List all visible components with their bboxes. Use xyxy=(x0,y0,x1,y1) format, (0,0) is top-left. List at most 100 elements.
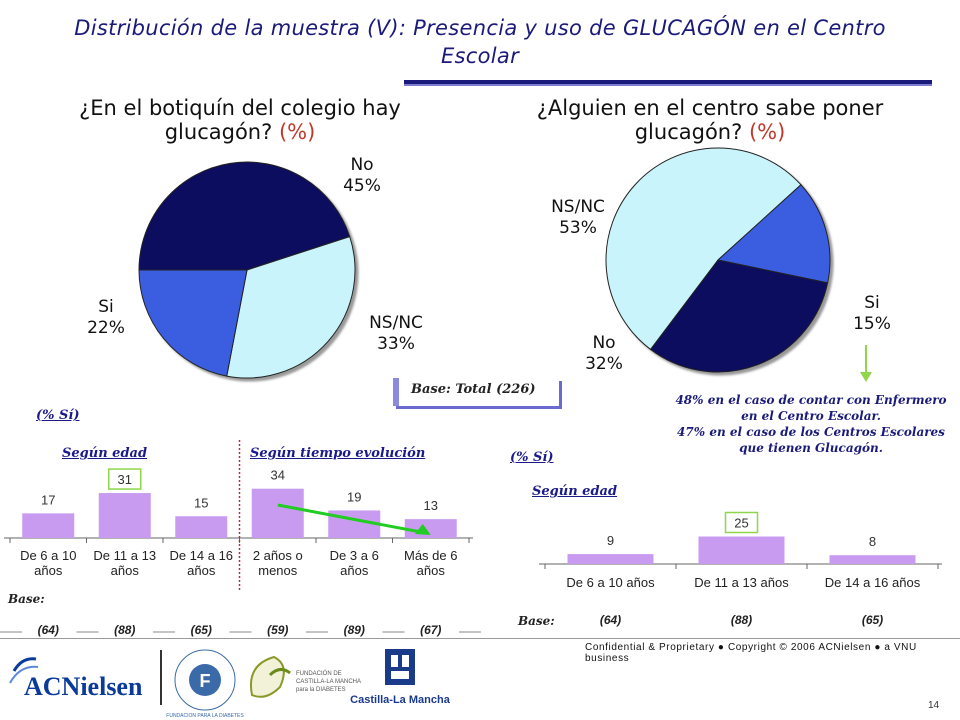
base-value: (67) xyxy=(420,623,441,637)
bar xyxy=(22,513,75,538)
confidential-text: Confidential & Proprietary ● Copyright ©… xyxy=(585,642,917,664)
bar-charts: 17 De 6 a 10 años (64) 31 De 11 a 13 años (88) 1… xyxy=(0,440,942,637)
bars-right: 9 De 6 a 10 años (64) 25 De 11 a 13 años (88)… xyxy=(539,511,942,627)
diabetes-clm-logo: FUNDACIÓN DE CASTILLA-LA MANCHA para la … xyxy=(250,655,362,698)
pie-right xyxy=(605,147,831,373)
note-line: 48% en el caso de contar con Enfermero xyxy=(675,393,947,407)
pie-label-name: NS/NC xyxy=(369,313,423,333)
category-label: De 6 a 10 años xyxy=(566,575,655,590)
bar xyxy=(175,516,228,538)
highlight-box xyxy=(724,511,759,534)
right-question-unit: (%) xyxy=(748,120,786,144)
bar-value-label: 15 xyxy=(194,495,208,510)
pie-label-name: Si xyxy=(864,293,880,313)
category-label: De 11 a 13 años xyxy=(93,548,156,578)
base-value: (65) xyxy=(862,613,883,627)
acnielsen-logo-text: ACNielsen xyxy=(24,672,143,701)
bar xyxy=(829,555,916,564)
left-tiempo-label: Según tiempo evolución xyxy=(250,446,426,461)
pie-label-name: NS/NC xyxy=(551,197,605,217)
bar-value-label: 34 xyxy=(271,468,285,483)
bar-value-label: 31 xyxy=(118,472,132,487)
right-edad-label: Según edad xyxy=(532,484,618,499)
left-base-label: Base: xyxy=(8,592,45,606)
pie-label-value: 15% xyxy=(853,314,891,334)
base-value: (59) xyxy=(267,623,288,637)
left-edad-label: Según edad xyxy=(62,446,148,461)
note-block: 48% en el caso de contar con Enfermero e… xyxy=(668,392,954,456)
base-value: (64) xyxy=(600,613,621,627)
right-question: ¿Alguien en el centro sabe poner glucagó… xyxy=(500,96,920,144)
highlight-box xyxy=(108,468,142,490)
fundacion-logo: F FUNDACION PARA LA DIABETES xyxy=(166,649,244,719)
pie-slice-nsnc xyxy=(226,235,356,379)
bar-value-label: 9 xyxy=(607,533,614,548)
bar xyxy=(251,488,304,538)
pie-label-name: No xyxy=(592,333,615,353)
bar-value-label: 8 xyxy=(869,534,876,549)
category-label: Más de 6 años xyxy=(404,548,457,578)
category-label: 2 años o menos xyxy=(253,548,303,578)
left-question: ¿En el botiquín del colegio hay glucagón… xyxy=(30,96,450,144)
acnielsen-logo: ACNielsen xyxy=(9,657,143,701)
base-value: (89) xyxy=(344,623,365,637)
base-value: (65) xyxy=(191,623,212,637)
footer-logos: ACNielsen F FUNDACION PARA LA DIABETES F… xyxy=(9,649,451,719)
pie-label-name: Si xyxy=(98,297,114,317)
logo-divider xyxy=(160,650,162,705)
bar xyxy=(98,493,151,538)
down-arrow-head xyxy=(860,372,872,382)
fundacion-logo-text: FUNDACION PARA LA DIABETES xyxy=(166,713,244,719)
pie-slice-si xyxy=(716,184,831,284)
left-question-unit: (%) xyxy=(278,120,316,144)
base-total-box: Base: Total (226) xyxy=(393,378,559,406)
castilla-logo-text: Castilla-La Mancha xyxy=(350,694,451,706)
bar-value-label: 25 xyxy=(734,516,748,531)
page-number: 14 xyxy=(928,700,940,711)
note-line: que tienen Glucagón. xyxy=(739,441,883,455)
right-pct-si: (% Sí) xyxy=(510,450,554,465)
footer-rule xyxy=(0,638,960,639)
bar xyxy=(698,536,785,564)
title-underline-shadow xyxy=(404,84,932,86)
bar-value-label: 17 xyxy=(41,492,55,507)
pie-label-value: 22% xyxy=(87,318,125,338)
bar xyxy=(404,519,457,538)
left-pct-si: (% Sí) xyxy=(36,408,80,423)
bars-left: 17 De 6 a 10 años (64) 31 De 11 a 13 años (88) 1… xyxy=(0,440,481,637)
page-title: Distribución de la muestra (V): Presenci… xyxy=(74,16,886,68)
pie-slice-nsnc xyxy=(605,147,802,351)
fundacion-monogram: F xyxy=(200,671,211,691)
category-label: De 3 a 6 años xyxy=(330,548,379,578)
pie-slice-no xyxy=(138,161,351,271)
trend-arrow-head xyxy=(414,524,431,535)
right-base-label: Base: xyxy=(518,614,555,628)
diabetes-clm-text: FUNDACIÓN DE CASTILLA-LA MANCHA para la … xyxy=(296,670,362,693)
pie-label-value: 45% xyxy=(343,176,381,196)
title-underline xyxy=(404,80,932,84)
pie-label-name: No xyxy=(350,155,373,175)
note-line: 47% en el caso de los Centros Escolares xyxy=(677,425,945,439)
category-label: De 14 a 16 años xyxy=(169,548,233,578)
pie-label-value: 33% xyxy=(377,334,415,354)
bar xyxy=(567,554,654,564)
right-question-text: ¿Alguien en el centro sabe poner glucagó… xyxy=(536,96,884,144)
category-label: De 14 a 16 años xyxy=(825,575,921,590)
base-value: (88) xyxy=(731,613,752,627)
bar-value-label: 13 xyxy=(424,498,438,513)
category-label: De 11 a 13 años xyxy=(694,575,789,590)
bar-value-label: 19 xyxy=(347,489,361,504)
category-label: De 6 a 10 años xyxy=(20,548,76,578)
note-line: en el Centro Escolar. xyxy=(741,409,881,423)
pie-left xyxy=(138,161,356,379)
base-value: (64) xyxy=(38,623,59,637)
base-value: (88) xyxy=(114,623,135,637)
pie-label-value: 32% xyxy=(585,354,623,374)
pie-slice-no xyxy=(649,259,829,373)
left-question-text: ¿En el botiquín del colegio hay glucagón… xyxy=(79,96,401,144)
trend-arrow-line xyxy=(277,503,422,534)
base-total-text: Base: Total (226) xyxy=(411,382,536,397)
castilla-logo: Castilla-La Mancha xyxy=(350,649,451,706)
